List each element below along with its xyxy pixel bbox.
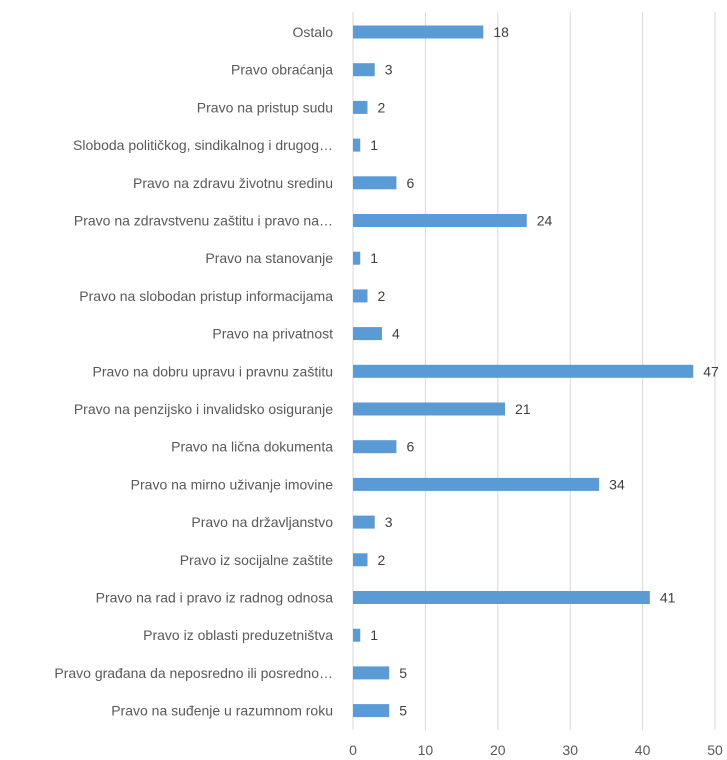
value-label: 4 [392,326,400,342]
bar [353,100,368,114]
bar [353,251,361,265]
bar [353,591,650,604]
category-label: Pravo na stanovanje [205,250,333,266]
category-label: Sloboda političkog, sindikalnog i drugog… [73,137,333,153]
bar [353,214,527,227]
category-label: Pravo građana da neposredno ili posredno… [54,665,333,681]
bar [353,25,484,39]
bar [353,63,375,77]
category-label: Pravo na državljanstvo [191,514,333,530]
value-label: 3 [385,62,393,78]
bar [353,440,397,454]
category-label: Pravo na slobodan pristup informacijama [79,288,333,304]
bar [353,515,375,529]
value-label: 21 [515,401,531,417]
value-label: 6 [406,439,414,455]
bar [353,138,361,152]
value-label: 5 [399,703,407,719]
bar [353,402,506,416]
value-label: 1 [370,250,378,266]
x-tick-label: 50 [707,742,723,758]
category-label: Pravo na suđenje u razumnom roku [111,703,333,719]
value-label: 2 [377,288,385,304]
x-tick-label: 30 [562,742,578,758]
category-labels: Ostalo Pravo obraćanja Pravo na pristup su… [54,24,333,719]
x-tick-label: 10 [418,742,434,758]
category-label: Pravo na privatnost [212,326,333,342]
x-tick-label: 20 [490,742,506,758]
category-label: Pravo obraćanja [231,62,333,78]
value-label: 1 [370,137,378,153]
bar [353,289,368,303]
bar [353,666,390,680]
x-tick-label: 0 [349,742,357,758]
category-label: Pravo na mirno uživanje imovine [131,476,334,492]
value-label: 1 [370,627,378,643]
value-label: 3 [385,514,393,530]
bar [353,327,382,341]
bar [353,477,600,491]
category-label: Pravo iz socijalne zaštite [180,552,334,568]
bar [353,553,368,567]
bar [353,628,361,642]
value-label: 41 [660,590,676,606]
bar [353,704,390,718]
category-label: Pravo na zdravu životnu sredinu [133,175,333,191]
category-label: Pravo na penzijsko i invalidsko osiguran… [74,401,333,417]
category-label: Pravo na zdravstvenu zaštitu i pravo na… [74,213,333,229]
category-label: Pravo na rad i pravo iz radnog odnosa [96,590,334,606]
category-label: Pravo na lična dokumenta [171,439,333,455]
value-label: 2 [377,99,385,115]
value-label: 34 [609,476,625,492]
category-label: Pravo na pristup sudu [197,99,333,115]
value-label: 2 [377,552,385,568]
bars [353,25,694,718]
bar [353,364,694,378]
x-tick-label: 40 [635,742,651,758]
x-axis-ticks: 0 10 20 30 40 50 [349,742,723,758]
value-label: 24 [537,213,553,229]
category-label: Pravo iz oblasti preduzetništva [143,627,333,643]
value-label: 5 [399,665,407,681]
value-label: 18 [493,24,509,40]
bar [353,176,397,190]
value-label: 6 [406,175,414,191]
value-label: 47 [703,363,719,379]
category-label: Ostalo [293,24,334,40]
category-label: Pravo na dobru upravu i pravnu zaštitu [93,363,333,379]
